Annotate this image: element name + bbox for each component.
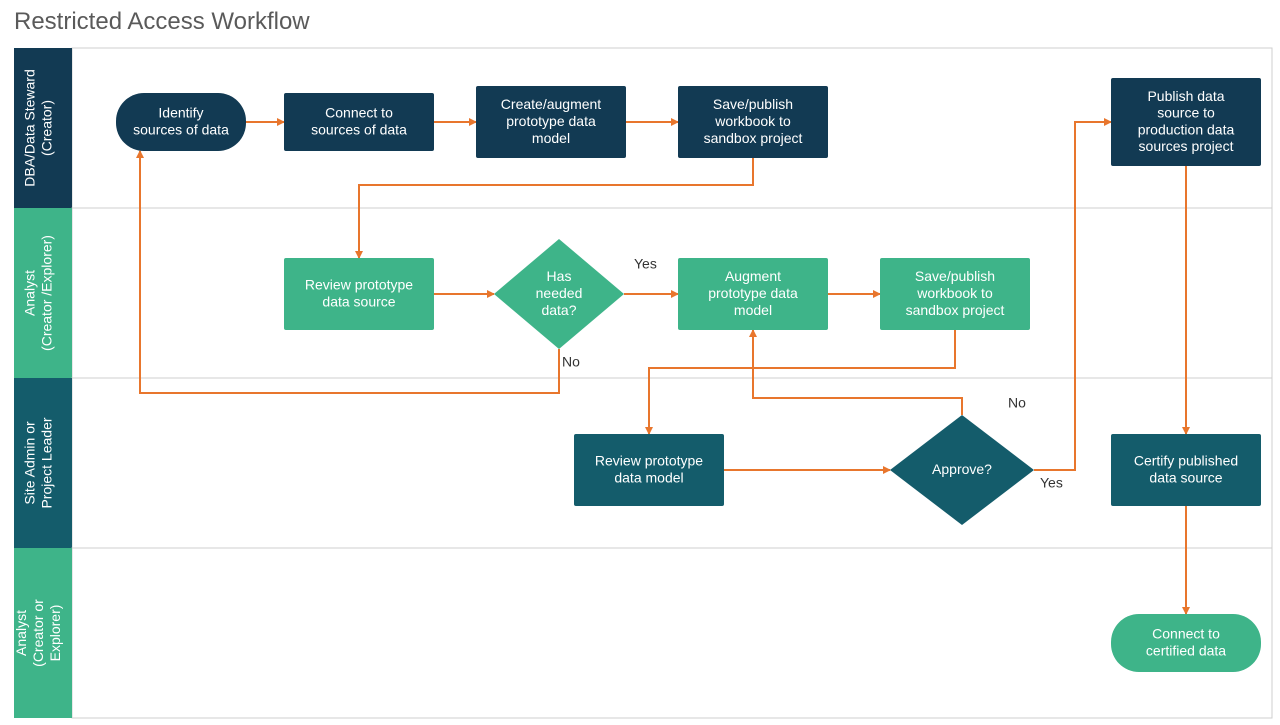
flow-node: Save/publishworkbook tosandbox project <box>678 86 828 158</box>
decision-label: Yes <box>634 256 657 272</box>
svg-text:Connect tocertified data: Connect tocertified data <box>1146 625 1226 658</box>
svg-text:Save/publishworkbook tosandbox: Save/publishworkbook tosandbox project <box>704 96 803 146</box>
workflow-diagram: DBA/Data Steward(Creator)Analyst(Creator… <box>0 0 1280 725</box>
flow-node: Review prototypedata model <box>574 434 724 506</box>
svg-text:Publish datasource toproducti: Publish datasource toproduction datasour… <box>1138 88 1235 154</box>
swimlane <box>72 548 1272 718</box>
svg-text:Save/publishworkbook tosandbox: Save/publishworkbook tosandbox project <box>906 268 1005 318</box>
svg-text:Connect tosources of data: Connect tosources of data <box>311 104 407 137</box>
flow-node: Augmentprototype datamodel <box>678 258 828 330</box>
flow-node: Create/augmentprototype datamodel <box>476 86 626 158</box>
flow-node: Review prototypedata source <box>284 258 434 330</box>
svg-text:Certify publisheddata source: Certify publisheddata source <box>1134 452 1238 485</box>
flow-node: Certify publisheddata source <box>1111 434 1261 506</box>
flow-node: Connect tosources of data <box>284 93 434 151</box>
decision-label: Yes <box>1040 475 1063 491</box>
decision-label: No <box>562 354 580 370</box>
swimlane-label: Site Admin orProject Leader <box>22 417 55 508</box>
flow-node: Publish datasource toproduction datasour… <box>1111 78 1261 166</box>
flow-node: Save/publishworkbook tosandbox project <box>880 258 1030 330</box>
svg-text:Site Admin orProject Leader: Site Admin orProject Leader <box>22 417 55 508</box>
decision-label: No <box>1008 395 1026 411</box>
flow-node: Identifysources of data <box>116 93 246 151</box>
svg-text:Approve?: Approve? <box>932 461 992 477</box>
flow-node: Connect tocertified data <box>1111 614 1261 672</box>
